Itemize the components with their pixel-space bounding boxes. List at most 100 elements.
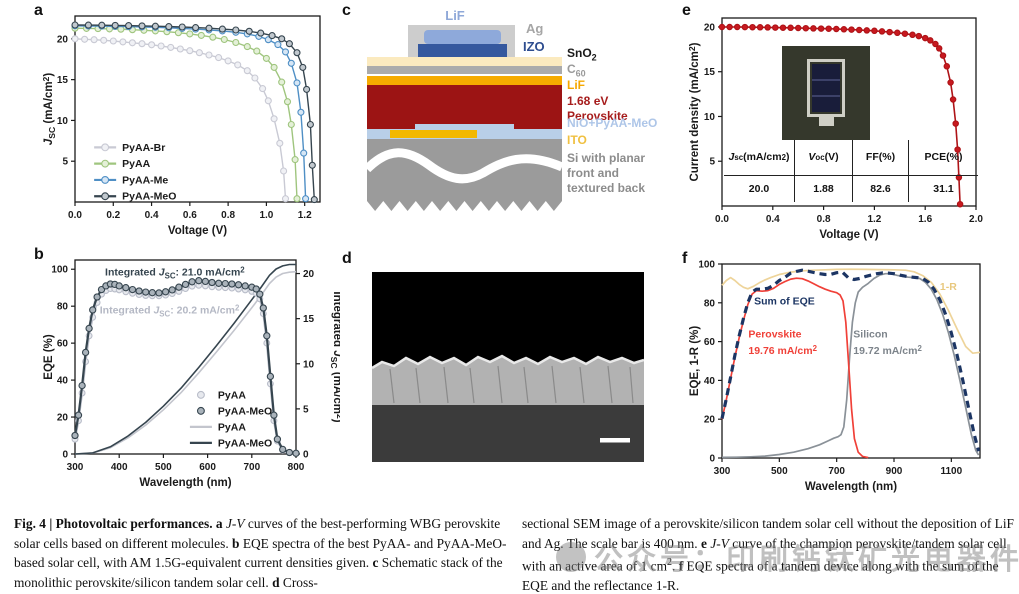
- panel-b-eqe-chart: 300 400 500 600 700 800 0 20 40 60 80 100 0 5 10 15 20 In…: [40, 250, 345, 499]
- svg-text:40: 40: [704, 376, 716, 387]
- svg-text:100: 100: [51, 265, 68, 276]
- svg-text:20: 20: [303, 269, 315, 280]
- svg-text:Current density (mA/cm2): Current density (mA/cm2): [687, 42, 701, 181]
- caption-right-column: sectional SEM image of a perovskite/sili…: [522, 516, 1015, 593]
- svg-text:400: 400: [111, 462, 128, 473]
- layer-izo: [418, 44, 507, 57]
- svg-text:80: 80: [704, 298, 716, 309]
- svg-text:19.76 mA/cm2: 19.76 mA/cm2: [748, 344, 817, 357]
- svg-text:40: 40: [57, 376, 69, 387]
- svg-text:60: 60: [57, 339, 69, 350]
- svg-text:0.4: 0.4: [766, 214, 780, 225]
- label-nio: NiO+PyAA-MeO: [567, 116, 658, 130]
- svg-text:1.2: 1.2: [867, 214, 881, 225]
- layer-perovskite-tab-right: [514, 124, 562, 129]
- panel-a-jv-chart: 0.0 0.2 0.4 0.6 0.8 1.0 1.2 5 10 15 20 Voltage (V) J…: [40, 6, 332, 247]
- svg-text:500: 500: [771, 466, 788, 477]
- label-c60: C60: [567, 62, 586, 79]
- svg-text:1-R: 1-R: [940, 281, 957, 293]
- svg-text:1.0: 1.0: [259, 210, 273, 221]
- panel-b-letter: b: [34, 246, 44, 263]
- svg-text:0.6: 0.6: [183, 210, 197, 221]
- svg-text:1.6: 1.6: [918, 214, 932, 225]
- svg-text:60: 60: [704, 337, 716, 348]
- svg-text:0.4: 0.4: [145, 210, 159, 221]
- svg-text:1100: 1100: [940, 466, 962, 477]
- svg-text:PyAA: PyAA: [218, 421, 246, 433]
- panel-c-letter: c: [342, 2, 351, 19]
- svg-text:0.8: 0.8: [221, 210, 235, 221]
- device-gridline: [812, 79, 840, 81]
- svg-text:Integrated JSC: 21.0 mA/cm2: Integrated JSC: 21.0 mA/cm2: [105, 266, 245, 281]
- panel-e-letter: e: [682, 2, 691, 19]
- sem-image: [372, 272, 644, 462]
- svg-text:JSC (mA/cm2): JSC (mA/cm2): [41, 73, 57, 146]
- table-value-voc: 1.88: [795, 176, 853, 202]
- svg-text:Integrated JSC: 20.2 mA/cm2: Integrated JSC: 20.2 mA/cm2: [100, 304, 240, 319]
- svg-text:20: 20: [704, 22, 716, 33]
- label-silicon: Si with planar front and textured back: [567, 151, 646, 195]
- svg-text:20: 20: [57, 34, 69, 45]
- svg-text:600: 600: [199, 462, 216, 473]
- svg-text:700: 700: [828, 466, 845, 477]
- layer-c60: [367, 66, 562, 74]
- svg-text:PyAA: PyAA: [122, 158, 150, 170]
- svg-text:900: 900: [886, 466, 903, 477]
- svg-text:PyAA-Br: PyAA-Br: [122, 142, 165, 154]
- label-lif-top: LiF: [445, 8, 465, 23]
- sem-scale-bar: [600, 438, 630, 443]
- panel-d-letter: d: [342, 250, 352, 267]
- svg-text:PyAA-Me: PyAA-Me: [122, 174, 168, 186]
- table-header-pce: PCE (%): [909, 140, 978, 176]
- svg-text:19.72 mA/cm2: 19.72 mA/cm2: [853, 344, 922, 357]
- table-header-ff: FF (%): [853, 140, 909, 176]
- layer-silicon: [367, 139, 562, 211]
- svg-text:2.0: 2.0: [969, 214, 983, 225]
- svg-text:15: 15: [57, 75, 69, 86]
- layer-perovskite: [367, 85, 562, 124]
- svg-text:800: 800: [288, 462, 305, 473]
- table-value-ff: 82.6: [853, 176, 909, 202]
- svg-text:PyAA-MeO: PyAA-MeO: [218, 437, 272, 449]
- svg-text:5: 5: [709, 157, 715, 168]
- svg-text:0: 0: [62, 450, 68, 461]
- svg-text:10: 10: [704, 112, 716, 123]
- panel-f-eqe-chart: 300 500 700 900 1100 0 20 40 60 80 100 Wavelength (…: [686, 254, 988, 503]
- svg-text:500: 500: [155, 462, 172, 473]
- svg-text:15: 15: [303, 314, 315, 325]
- svg-text:700: 700: [243, 462, 260, 473]
- table-value-pce: 31.1: [933, 182, 954, 195]
- svg-text:Silicon: Silicon: [853, 329, 887, 341]
- svg-text:Integrated JSC (mA/cm2): Integrated JSC (mA/cm2): [329, 291, 340, 422]
- svg-text:PyAA-MeO: PyAA-MeO: [218, 405, 272, 417]
- svg-text:300: 300: [67, 462, 84, 473]
- svg-text:0.2: 0.2: [106, 210, 120, 221]
- label-lif-interlayer: LiF: [567, 78, 585, 92]
- svg-text:Wavelength (nm): Wavelength (nm): [805, 481, 897, 493]
- svg-text:20: 20: [704, 415, 716, 426]
- label-ag: Ag: [526, 21, 544, 36]
- device-photo-inset: [782, 46, 870, 140]
- layer-lif-interlayer: [367, 76, 562, 85]
- sem-substrate: [372, 405, 644, 462]
- svg-text:0.0: 0.0: [715, 214, 729, 225]
- silicon-texture-wave: [367, 148, 562, 184]
- svg-text:15: 15: [704, 67, 716, 78]
- svg-text:10: 10: [303, 359, 315, 370]
- sem-film-cross-section: [372, 356, 644, 405]
- device-gridline: [812, 95, 840, 97]
- label-ito: ITO: [567, 133, 587, 147]
- device-active-area: [812, 64, 840, 112]
- svg-text:Wavelength (nm): Wavelength (nm): [139, 477, 231, 489]
- panel-e-jv-chart: 0.0 0.4 0.8 1.2 1.6 2.0 5 10 15 20 Voltage (V) Curr…: [686, 6, 986, 251]
- label-izo: IZO: [523, 39, 545, 54]
- sem-grain-boundaries: [389, 365, 634, 404]
- svg-text:0.8: 0.8: [817, 214, 831, 225]
- caption-left-column: Fig. 4 | Photovoltaic performances. a J-…: [14, 516, 507, 590]
- layer-ito: [390, 130, 477, 138]
- svg-text:1.2: 1.2: [298, 210, 312, 221]
- svg-text:5: 5: [62, 157, 68, 168]
